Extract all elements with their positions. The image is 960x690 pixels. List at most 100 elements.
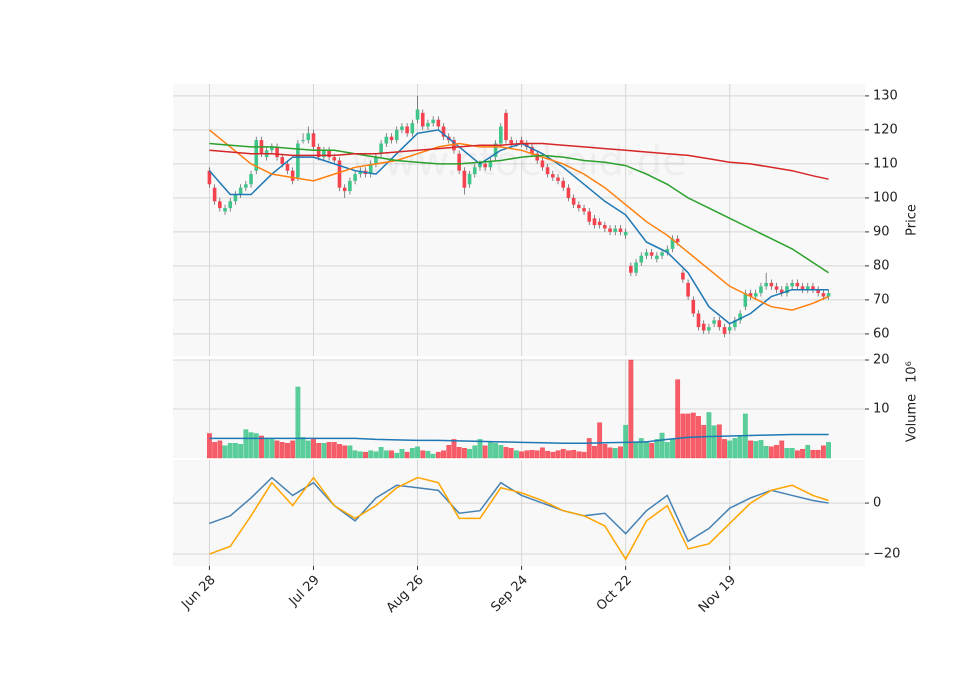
candle-body	[826, 293, 831, 297]
candle-body	[660, 252, 664, 256]
volume-bar	[311, 439, 316, 459]
volume-bar	[342, 445, 348, 459]
candle-body	[816, 289, 820, 294]
candle-body	[384, 136, 389, 144]
volume-bar	[461, 448, 467, 459]
candle-body	[790, 282, 794, 287]
volume-bar	[467, 448, 472, 459]
y-tick-label: 20	[873, 353, 890, 368]
volume-bar	[805, 445, 811, 459]
candle-body	[774, 286, 779, 290]
candle-body	[530, 146, 534, 154]
volume-bar	[690, 412, 696, 459]
candle-body	[212, 187, 217, 202]
candle-body	[342, 187, 347, 192]
volume-bar	[435, 451, 441, 459]
y-offset-label: 10⁶	[905, 361, 920, 383]
y-tick-label: −20	[873, 547, 900, 562]
candle-body	[722, 327, 727, 334]
volume-bar	[820, 445, 826, 459]
volume-bar	[425, 450, 431, 459]
volume-bar	[243, 429, 249, 459]
volume-bar	[581, 451, 587, 459]
volume-bar	[389, 450, 394, 459]
volume-bar	[404, 451, 410, 459]
candle-body	[769, 282, 774, 287]
volume-bar	[815, 449, 821, 459]
volume-bar	[664, 442, 670, 459]
volume-bar	[238, 444, 244, 459]
volume-bar	[227, 443, 233, 459]
candle-body	[634, 262, 638, 273]
candle-body	[519, 140, 524, 144]
volume-bar	[352, 450, 358, 459]
y-axis-label: Volume	[905, 394, 920, 442]
volume-bar	[264, 438, 270, 459]
candle-body	[301, 140, 305, 142]
y-tick-label: 130	[873, 88, 898, 103]
y-tick-label: 70	[873, 292, 890, 307]
volume-bar	[675, 379, 681, 459]
candle-body	[207, 170, 212, 185]
volume-bar	[571, 449, 577, 459]
candle-body	[436, 119, 441, 127]
candle-body	[311, 133, 316, 147]
volume-bar	[430, 453, 436, 459]
volume-bar	[649, 443, 655, 459]
line	[209, 476, 829, 543]
candle-body	[322, 150, 326, 158]
candle-body	[290, 170, 295, 181]
candle-body	[493, 143, 498, 158]
line	[209, 142, 829, 180]
candle-body	[467, 174, 472, 185]
volume-bar	[784, 448, 790, 459]
volume-bar	[513, 450, 519, 459]
watermark: www.stockoid.de	[351, 139, 687, 185]
volume-bar	[685, 413, 691, 459]
volume-bar	[586, 438, 592, 459]
panel-background	[173, 84, 865, 356]
volume-bar	[774, 445, 779, 459]
volume-bar	[560, 448, 566, 459]
volume-bar	[768, 446, 774, 459]
line	[209, 142, 829, 274]
volume-bar	[529, 449, 535, 459]
volume-bar	[748, 440, 753, 459]
candle-body	[285, 163, 290, 171]
candle-body	[249, 174, 253, 185]
candle-body	[551, 174, 555, 178]
volume-bar	[487, 442, 493, 459]
candle-body	[691, 299, 696, 314]
candle-body	[670, 238, 675, 249]
candle-body	[743, 293, 748, 307]
volume-bar	[451, 439, 457, 459]
volume-bar	[274, 440, 280, 459]
candle-body	[701, 323, 706, 331]
candle-body	[535, 153, 540, 161]
candle-body	[410, 123, 415, 134]
volume-bar	[612, 448, 618, 459]
candle-body	[348, 180, 352, 192]
volume-bar	[670, 439, 675, 459]
volume-bar	[394, 452, 400, 459]
candle-body	[405, 126, 409, 134]
volume-bar	[555, 450, 561, 459]
volume-bar	[409, 448, 415, 459]
candle-body	[478, 163, 482, 168]
volume-bar	[519, 451, 525, 459]
candle-body	[592, 218, 597, 226]
volume-bar	[305, 440, 311, 459]
candle-body	[556, 177, 560, 181]
candle-body	[218, 201, 222, 209]
volume-bar	[331, 442, 337, 459]
volume-bar	[233, 443, 238, 459]
volume-bar	[826, 442, 831, 459]
candle-body	[457, 153, 461, 171]
candle-body	[644, 252, 649, 256]
candle-body	[400, 126, 404, 130]
candle-body	[805, 286, 810, 290]
y-tick-label: 120	[873, 122, 898, 137]
x-tick-label: Jul 29	[286, 573, 323, 610]
candle-body	[613, 228, 618, 232]
y-tick-label: 0	[873, 496, 881, 511]
